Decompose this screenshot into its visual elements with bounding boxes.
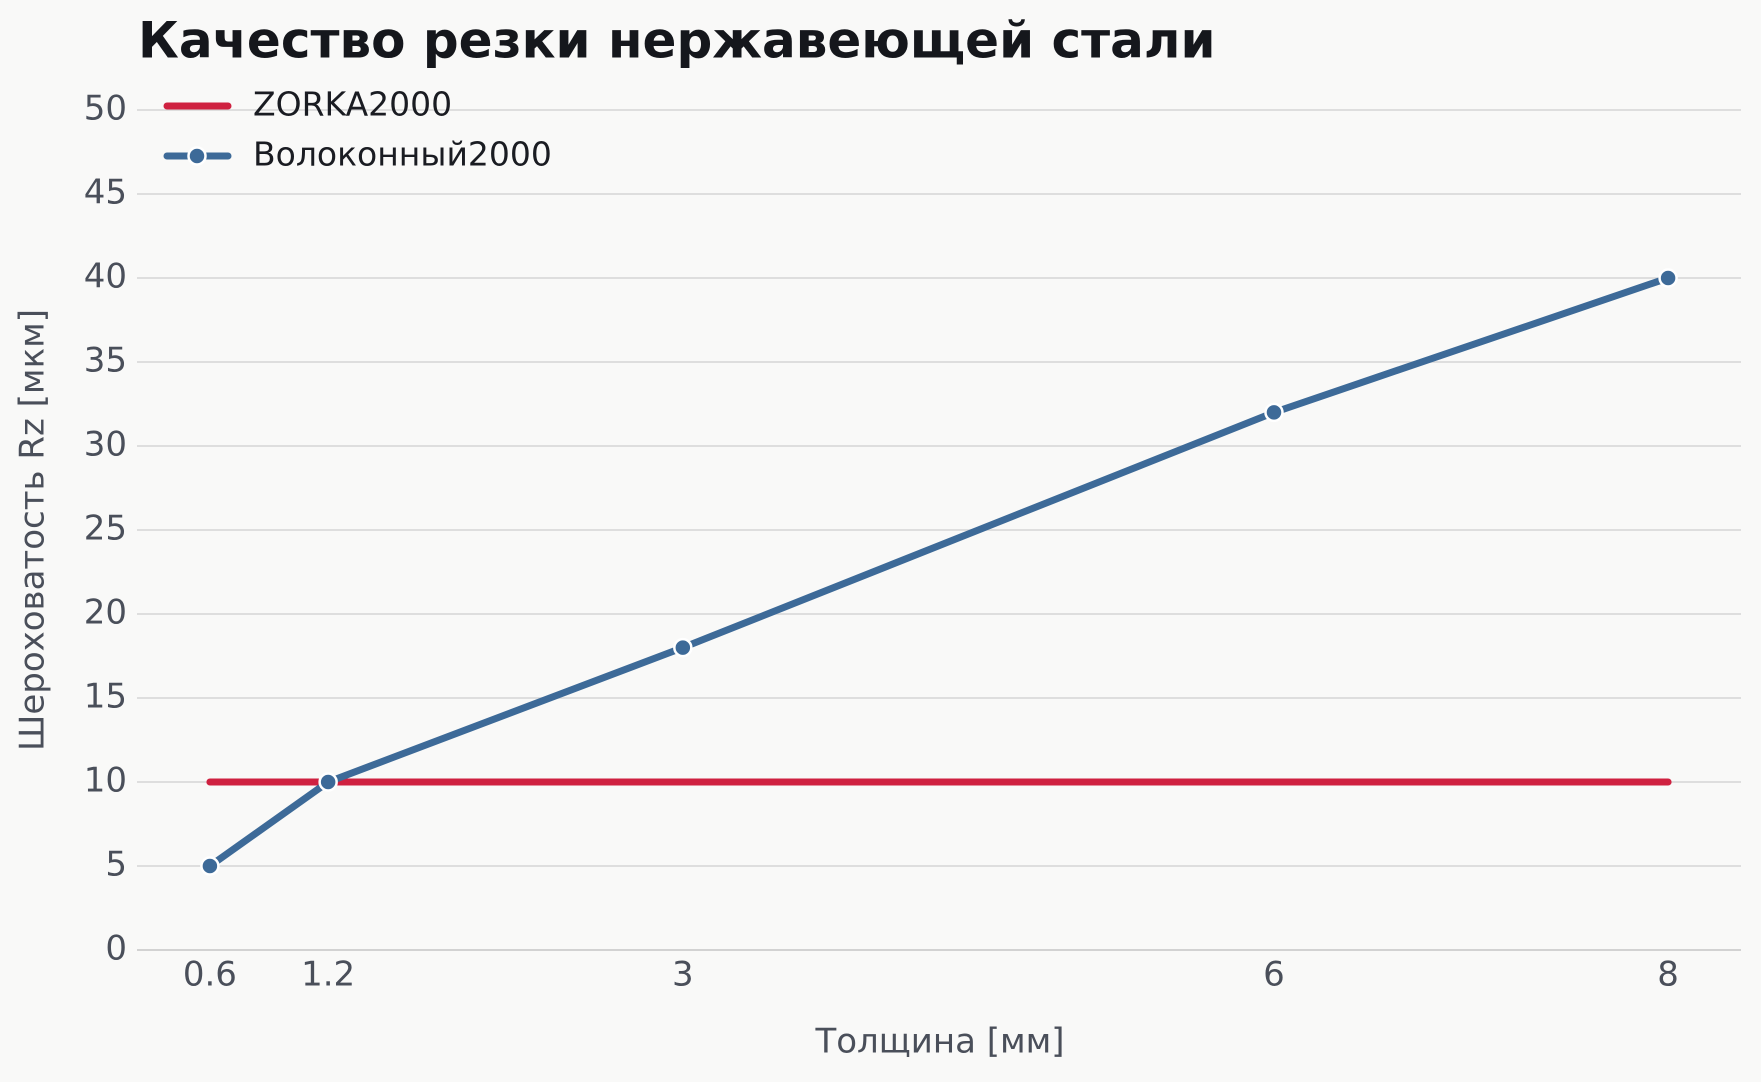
x-tick-label: 8 xyxy=(1657,955,1679,995)
y-axis-label: Шероховатость Rz [мкм] xyxy=(13,309,53,751)
y-tick-label: 0 xyxy=(105,929,127,969)
y-tick-label: 25 xyxy=(84,509,127,549)
y-tick-label: 20 xyxy=(84,593,127,633)
x-tick-label: 6 xyxy=(1263,955,1285,995)
y-tick-label: 40 xyxy=(84,257,127,297)
data-point xyxy=(1264,402,1284,423)
x-tick-label: 0.6 xyxy=(183,955,237,995)
x-tick-label: 1.2 xyxy=(301,955,355,995)
y-tick-label: 15 xyxy=(84,677,127,717)
legend-label: Волоконный2000 xyxy=(253,135,552,174)
legend-marker xyxy=(187,146,207,166)
y-tick-label: 30 xyxy=(84,425,127,465)
x-axis-label: Толщина [мм] xyxy=(814,1022,1064,1062)
chart-title: Качество резки нержавеющей стали xyxy=(138,12,1216,70)
data-point xyxy=(1658,268,1678,288)
x-tick-label: 3 xyxy=(672,955,694,995)
y-tick-label: 5 xyxy=(105,845,127,885)
data-point xyxy=(673,637,693,658)
y-tick-label: 35 xyxy=(84,341,127,381)
y-tick-label: 50 xyxy=(84,89,127,129)
y-tick-label: 45 xyxy=(84,173,127,213)
data-point xyxy=(318,772,338,792)
data-point xyxy=(200,856,220,876)
legend-label: ZORKA2000 xyxy=(253,85,452,124)
y-tick-label: 10 xyxy=(84,761,127,801)
